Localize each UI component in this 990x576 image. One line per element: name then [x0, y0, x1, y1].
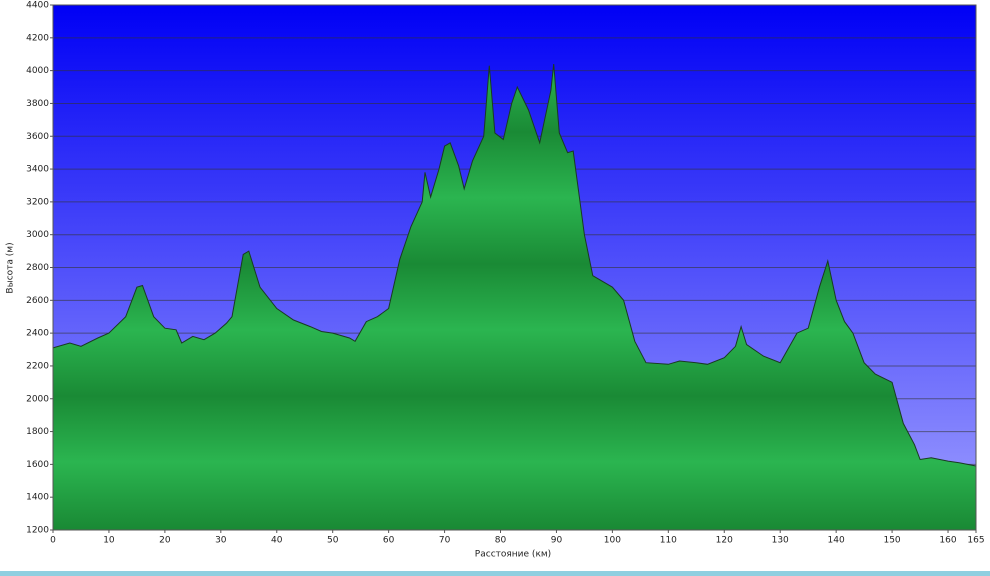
y-tick-label: 1400 [26, 493, 49, 503]
y-tick-label: 3200 [26, 197, 49, 207]
x-tick-label: 140 [828, 536, 845, 546]
x-tick-label: 120 [716, 536, 733, 546]
y-tick-label: 3400 [26, 165, 49, 175]
area-fill [53, 64, 976, 530]
x-tick-label: 90 [551, 536, 563, 546]
x-tick-label: 130 [772, 536, 789, 546]
y-tick-label: 4200 [26, 33, 49, 43]
y-tick-label: 3800 [26, 99, 49, 109]
x-tick-label: 20 [159, 536, 171, 546]
x-tick-label: 50 [327, 536, 339, 546]
x-tick-label: 80 [495, 536, 507, 546]
x-tick-label: 100 [604, 536, 621, 546]
y-tick-label: 1800 [26, 427, 49, 437]
y-tick-label: 2600 [26, 296, 49, 306]
x-tick-label: 110 [660, 536, 677, 546]
x-tick-label: 30 [215, 536, 227, 546]
x-axis-label: Расстояние (км) [475, 550, 551, 560]
x-tick-label: 160 [939, 536, 956, 546]
y-tick-label: 3000 [26, 230, 49, 240]
x-tick-label: 40 [271, 536, 283, 546]
y-tick-label: 2200 [26, 361, 49, 371]
y-tick-label: 4000 [26, 66, 49, 76]
x-tick-label: 165 [967, 536, 984, 546]
x-tick-label: 150 [883, 536, 900, 546]
x-tick-label: 70 [439, 536, 451, 546]
x-tick-label: 10 [103, 536, 115, 546]
y-tick-label: 2400 [26, 329, 49, 339]
y-tick-label: 2000 [26, 394, 49, 404]
window-border [0, 571, 990, 576]
y-axis-label: Высота (м) [6, 242, 16, 293]
y-tick-label: 3600 [26, 132, 49, 142]
x-tick-label: 60 [383, 536, 395, 546]
y-tick-label: 2800 [26, 263, 49, 273]
x-tick-label: 0 [50, 536, 56, 546]
y-tick-label: 1200 [26, 526, 49, 536]
y-tick-label: 1600 [26, 460, 49, 470]
y-tick-label: 4400 [26, 1, 49, 11]
area-line [52, 64, 977, 467]
